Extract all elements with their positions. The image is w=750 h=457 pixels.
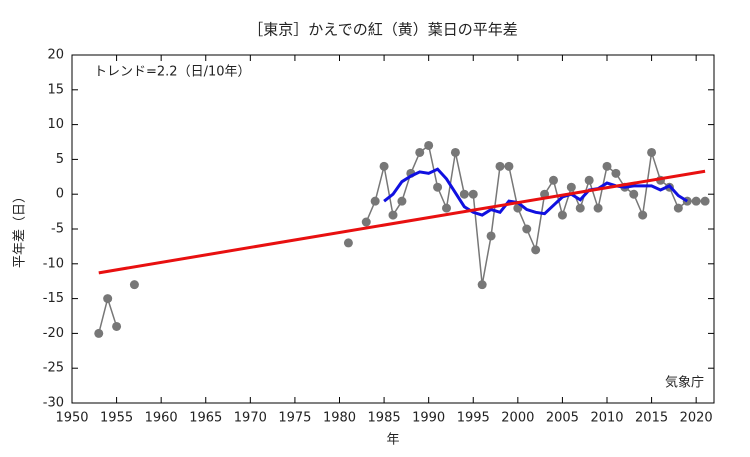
data-point bbox=[415, 147, 425, 157]
x-tick-label: 1975 bbox=[278, 411, 311, 426]
data-point bbox=[477, 280, 487, 290]
plot-frame bbox=[71, 54, 715, 404]
data-point bbox=[504, 161, 514, 171]
x-tick-label: 2010 bbox=[590, 411, 623, 426]
y-tick-label: -25 bbox=[43, 361, 64, 376]
data-point bbox=[629, 189, 639, 199]
data-point bbox=[673, 203, 683, 213]
y-tick-label: -20 bbox=[43, 326, 64, 341]
y-tick-label: -5 bbox=[51, 222, 64, 237]
data-point bbox=[700, 196, 710, 206]
data-point bbox=[343, 238, 353, 248]
y-tick-label: 10 bbox=[47, 117, 64, 132]
data-point bbox=[691, 196, 701, 206]
x-axis-label: 年 bbox=[386, 433, 399, 448]
data-point bbox=[442, 203, 451, 213]
data-point bbox=[549, 175, 558, 185]
x-tick-label: 1980 bbox=[323, 411, 356, 426]
y-tick-label: -15 bbox=[43, 291, 64, 306]
y-tick-label: -10 bbox=[43, 256, 64, 271]
data-point bbox=[103, 294, 113, 304]
x-tick-label: 1960 bbox=[145, 411, 178, 426]
data-point bbox=[584, 175, 594, 185]
data-point bbox=[379, 161, 389, 171]
data-point bbox=[361, 217, 371, 227]
data-point bbox=[94, 328, 104, 338]
x-tick-label: 2005 bbox=[546, 411, 579, 426]
data-point bbox=[388, 210, 398, 220]
source: 気象庁 bbox=[665, 375, 704, 391]
data-point bbox=[397, 196, 407, 206]
y-tick-label: -30 bbox=[43, 396, 64, 411]
data-point bbox=[647, 147, 657, 157]
x-tick-label: 1985 bbox=[368, 411, 401, 426]
data-point bbox=[424, 140, 434, 150]
y-tick-label: 20 bbox=[47, 48, 64, 63]
y-tick-label: 0 bbox=[56, 187, 64, 202]
data-point bbox=[638, 210, 648, 220]
y-tick-label: 15 bbox=[47, 82, 64, 97]
series-line bbox=[383, 167, 689, 217]
y-tick-label: 5 bbox=[56, 152, 64, 167]
chart-title: ［東京］かえでの紅（黄）葉日の平年差 bbox=[248, 21, 518, 39]
x-tick-label: 2015 bbox=[635, 411, 668, 426]
x-tick-label: 2020 bbox=[680, 411, 713, 426]
data-point bbox=[522, 224, 532, 234]
x-tick-label: 1965 bbox=[189, 411, 222, 426]
annotation: トレンド=2.2（日/10年） bbox=[94, 65, 251, 80]
data-point bbox=[370, 196, 380, 206]
data-point bbox=[459, 189, 469, 199]
data-point bbox=[602, 161, 612, 171]
y-axis-label: 平年差（日） bbox=[13, 190, 28, 268]
data-point bbox=[575, 203, 585, 213]
data-point bbox=[557, 210, 567, 220]
data-point bbox=[531, 245, 541, 255]
x-tick-label: 1950 bbox=[55, 411, 88, 426]
data-point bbox=[593, 203, 603, 213]
data-point bbox=[450, 147, 460, 157]
data-point bbox=[112, 321, 122, 331]
data-point bbox=[611, 168, 621, 178]
data-point bbox=[495, 161, 505, 171]
x-tick-label: 2000 bbox=[501, 411, 534, 426]
x-tick-label: 1970 bbox=[234, 411, 267, 426]
series-line bbox=[98, 169, 706, 275]
data-point bbox=[129, 280, 139, 290]
data-point bbox=[566, 182, 576, 192]
data-point bbox=[468, 189, 478, 199]
data-point bbox=[486, 231, 496, 241]
x-tick-label: 1995 bbox=[457, 411, 490, 426]
x-tick-label: 1955 bbox=[100, 411, 133, 426]
data-point bbox=[433, 182, 443, 192]
x-tick-label: 1990 bbox=[412, 411, 445, 426]
